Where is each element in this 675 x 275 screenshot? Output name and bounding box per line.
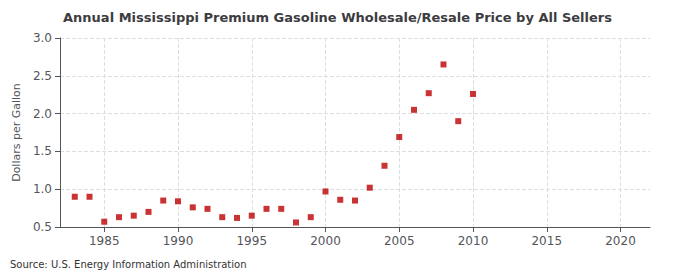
svg-text:1990: 1990 — [163, 234, 194, 248]
svg-text:Source: U.S. Energy Informatio: Source: U.S. Energy Information Administ… — [10, 259, 247, 270]
svg-text:2.0: 2.0 — [33, 107, 52, 121]
svg-text:2.5: 2.5 — [33, 69, 52, 83]
svg-text:0.5: 0.5 — [33, 220, 52, 234]
svg-text:1995: 1995 — [236, 234, 267, 248]
svg-text:3.0: 3.0 — [33, 31, 52, 45]
svg-text:1.5: 1.5 — [33, 144, 52, 158]
svg-text:2010: 2010 — [458, 234, 489, 248]
svg-text:1.0: 1.0 — [33, 182, 52, 196]
svg-text:Dollars per Gallon: Dollars per Gallon — [10, 83, 23, 182]
svg-text:2005: 2005 — [384, 234, 415, 248]
svg-text:Annual Mississippi Premium Gas: Annual Mississippi Premium Gasoline Whol… — [63, 10, 612, 25]
svg-text:2020: 2020 — [605, 234, 636, 248]
svg-text:2015: 2015 — [531, 234, 562, 248]
svg-text:2000: 2000 — [310, 234, 341, 248]
svg-text:1985: 1985 — [89, 234, 120, 248]
